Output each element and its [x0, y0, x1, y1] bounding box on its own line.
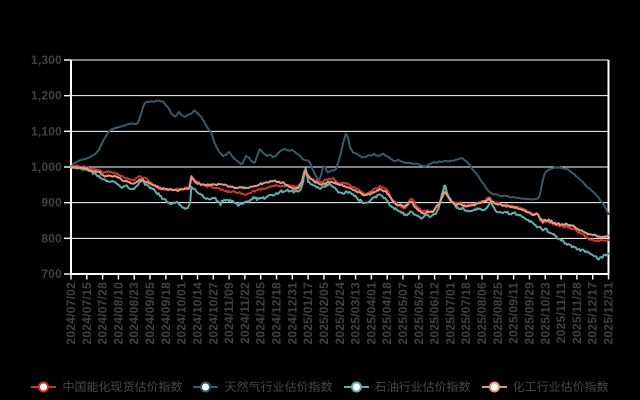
x-axis-label: 2025/07/01: [443, 282, 457, 345]
x-axis-label: 2024/12/05: [254, 282, 268, 345]
x-axis-label: 2024/10/14: [190, 282, 204, 345]
series-line-petroleum-industry: [70, 166, 610, 261]
legend-marker-icon: [31, 381, 57, 393]
x-axis-label: 2024/09/05: [143, 282, 157, 345]
x-axis-label: 2024/12/18: [270, 282, 284, 345]
x-axis-label: 2024/07/02: [64, 282, 78, 345]
x-axis-label: 2024/07/15: [80, 282, 94, 345]
legend-label: 天然气行业估价指数: [224, 380, 333, 394]
x-axis-label: 2025/08/06: [475, 282, 489, 345]
chart-legend: 中国能化现货估价指数 天然气行业估价指数 石油行业估价指数 化工行业估价指数: [0, 378, 640, 396]
y-axis-label: 1,100: [31, 124, 62, 138]
x-axis-label: 2025/08/25: [491, 282, 505, 345]
legend-item-natural-gas-industry[interactable]: 天然气行业估价指数: [193, 380, 333, 394]
x-axis-label: 2025/11/11: [554, 282, 568, 343]
x-axis-label: 2024/08/23: [127, 282, 141, 345]
x-axis-label: 2024/11/09: [222, 282, 236, 344]
x-axis-label: 2025/02/24: [333, 282, 347, 345]
legend-item-china-energy-chemical-spot[interactable]: 中国能化现货估价指数: [31, 381, 182, 393]
series-line-china-energy-chemical-spot: [70, 164, 610, 243]
x-axis-label: 2025/01/17: [301, 282, 315, 345]
x-axis-label: 2025/04/18: [380, 282, 394, 345]
x-axis-label: 2024/11/22: [238, 282, 252, 344]
x-axis-label: 2024/10/27: [206, 282, 220, 345]
legend-label: 石油行业估价指数: [374, 380, 471, 394]
x-axis-label: 2025/02/05: [317, 282, 331, 345]
series-line-chemical-industry: [70, 165, 610, 239]
y-axis-label: 900: [41, 196, 62, 210]
x-axis-label: 2025/10/23: [538, 282, 552, 345]
x-axis-label: 2024/07/28: [96, 282, 110, 345]
legend-label: 中国能化现货估价指数: [62, 380, 183, 394]
y-axis-label: 1,200: [31, 89, 62, 103]
legend-item-petroleum-industry[interactable]: 石油行业估价指数: [343, 380, 471, 394]
x-axis-label: 2024/10/01: [175, 282, 189, 345]
x-axis-label: 2025/07/18: [459, 282, 473, 345]
x-axis-label: 2025/06/12: [428, 282, 442, 345]
x-axis-label: 2024/09/18: [159, 282, 173, 345]
x-axis-label: 2025/04/01: [364, 282, 378, 345]
x-axis-label: 2025/12/17: [586, 282, 600, 345]
y-axis-label: 800: [41, 231, 62, 245]
legend-item-chemical-industry[interactable]: 化工行业估价指数: [481, 380, 609, 394]
x-axis-label: 2025/09/29: [522, 282, 536, 345]
x-axis-label: 2025/05/07: [396, 282, 410, 345]
legend-marker-icon: [193, 381, 219, 393]
y-axis-label: 700: [41, 267, 62, 281]
x-axis-label: 2025/05/26: [412, 282, 426, 345]
y-axis-label: 1,300: [31, 53, 62, 67]
series-line-natural-gas-industry: [70, 99, 610, 216]
legend-marker-icon: [343, 381, 369, 393]
legend-label: 化工行业估价指数: [512, 380, 609, 394]
x-axis-label: 2025/12/31: [602, 282, 616, 345]
x-axis-label: 2025/11/28: [570, 282, 584, 344]
x-axis-label: 2025/03/13: [349, 282, 363, 345]
x-axis-label: 2025/09/11: [507, 282, 521, 344]
y-axis-label: 1,000: [31, 160, 62, 174]
x-axis-label: 2024/12/31: [285, 282, 299, 345]
x-axis-label: 2024/08/10: [111, 282, 125, 345]
legend-marker-icon: [481, 381, 507, 393]
